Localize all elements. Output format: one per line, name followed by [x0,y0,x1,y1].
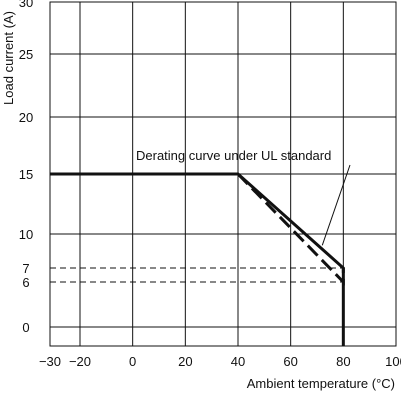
annotation-derating-curve-label: Derating curve under UL standard [136,148,331,163]
x-tick-label: 20 [178,354,192,369]
y-tick-label: 15 [19,167,33,182]
x-tick-label: 40 [231,354,245,369]
series-line-dashed [236,172,345,286]
y-tick-label: 6 [22,275,29,290]
series-layer [50,172,345,346]
y-tick-label: 20 [19,110,33,125]
y-tick-label: 0 [22,320,29,335]
x-tick-label: 0 [129,354,136,369]
x-tick-label: 60 [283,354,297,369]
y-axis-title: Load current (A) [1,11,16,105]
x-tick-label: −20 [69,354,91,369]
y-tick-label: 25 [19,47,33,62]
y-tick-label: 10 [19,227,33,242]
series-line-solid [50,172,345,346]
x-tick-labels: −30 −20 0 20 40 60 80 100 [39,354,401,369]
x-tick-label: −30 [39,354,61,369]
x-tick-label: 100 [385,354,401,369]
y-tick-labels: 0 67 10 15 20 25 30 [19,0,33,335]
y-tick-label: 7 [22,261,29,276]
reference-lines [50,267,344,283]
y-tick-label: 30 [19,0,33,10]
x-tick-label: 80 [336,354,350,369]
x-axis-title: Ambient temperature (°C) [247,376,395,391]
annotation-leader-line [321,164,351,246]
